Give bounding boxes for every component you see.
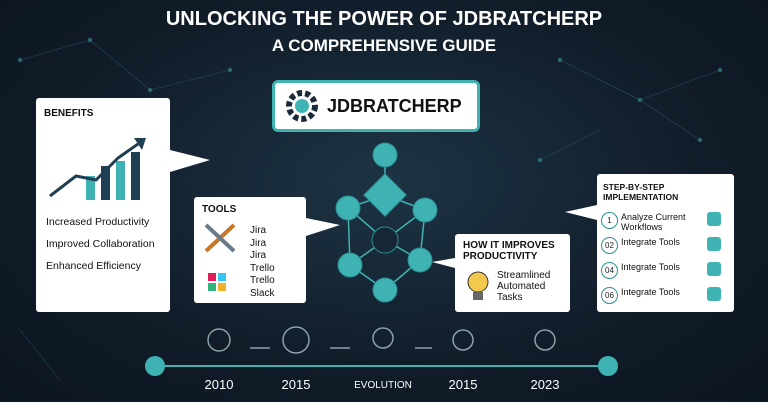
step-label: Integrate Tools	[621, 262, 680, 272]
timeline-label: 2023	[530, 377, 560, 392]
benefit-item: Enhanced Efficiency	[46, 260, 141, 272]
steps-panel: STEP-BY-STEP IMPLEMENTATION 1 Analyze Cur…	[597, 174, 734, 312]
step-icon	[707, 262, 721, 276]
subtitle: A COMPREHENSIVE GUIDE	[271, 36, 497, 55]
timeline-label: 2010	[204, 377, 234, 392]
step-icon	[707, 212, 721, 226]
logo-label: JDBRATCHERP	[327, 96, 462, 116]
benefit-item: Improved Collaboration	[46, 238, 155, 250]
panel-title: STEP-BY-STEP IMPLEMENTATION	[603, 182, 679, 202]
title: UNLOCKING THE POWER OF JDBRATCHERP	[165, 8, 603, 30]
bulb-icon	[467, 271, 489, 300]
benefit-item: Increased Productivity	[46, 216, 150, 228]
tool-icons	[204, 223, 236, 291]
timeline-label: 2015	[281, 377, 311, 392]
tool-item: Trello	[250, 262, 275, 274]
timeline-label: 2015	[448, 377, 478, 392]
logo-box: JDBRATCHERP	[272, 80, 480, 132]
step-label: Analyze Current Workflows	[621, 212, 686, 232]
step-number: 04	[601, 262, 618, 279]
improves-panel: HOW IT IMPROVES PRODUCTIVITY Streamlined…	[455, 234, 570, 312]
step-label: Integrate Tools	[621, 287, 680, 297]
improves-text: Streamlined Automated Tasks	[497, 270, 551, 303]
panel-title: TOOLS	[202, 204, 237, 215]
step-icon	[707, 287, 721, 301]
tool-item: Jira	[250, 250, 267, 261]
panel-title: HOW IT IMPROVES PRODUCTIVITY	[463, 240, 555, 262]
gear-icon	[286, 90, 318, 122]
benefits-panel: BENEFITS Increased Productivity Improved …	[36, 98, 170, 312]
step-number: 02	[601, 237, 618, 254]
step-number: 06	[601, 287, 618, 304]
panel-title: BENEFITS	[44, 108, 94, 119]
timeline-label: EVOLUTION	[354, 380, 412, 391]
step-label: Integrate Tools	[621, 237, 680, 247]
tools-panel: TOOLS Jira Jira Jira Trello Trello Slack	[194, 197, 306, 303]
tool-item: Slack	[250, 287, 275, 299]
growth-chart	[49, 138, 146, 200]
step-icon	[707, 237, 721, 251]
tool-item: Jira	[250, 225, 267, 236]
step-number: 1	[601, 212, 618, 229]
tool-item: Jira	[250, 237, 267, 249]
tool-item: Trello	[250, 275, 275, 286]
